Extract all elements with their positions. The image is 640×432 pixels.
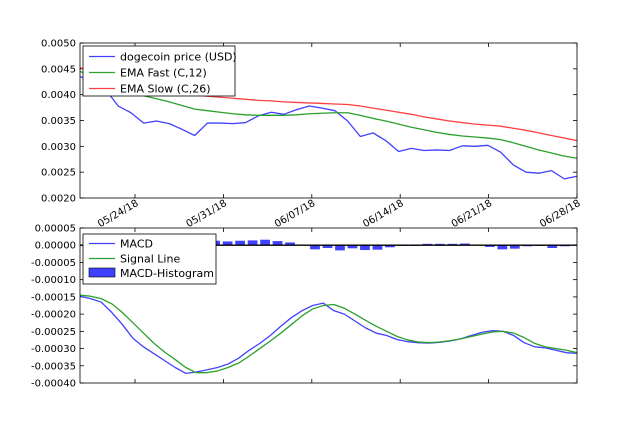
macd-y-tick-label: -0.00020 [31, 310, 76, 321]
histogram-bar [235, 240, 245, 246]
price-legend-box [82, 45, 236, 97]
legend-label-price: dogecoin price (USD) [120, 51, 237, 64]
histogram-bar [372, 245, 383, 250]
macd-y-tick-label: -0.00015 [31, 292, 76, 303]
macd-y-tick-label: -0.00025 [31, 327, 76, 338]
legend-label-macd: MACD [120, 238, 153, 251]
macd-line [79, 295, 578, 375]
price-y-tick-label: 0.0020 [41, 194, 76, 205]
histogram-bar [497, 245, 508, 250]
price-y-tick-label: 0.0050 [41, 39, 76, 50]
macd-y-tick-label: -0.00040 [31, 379, 76, 390]
price-plot-frame [79, 42, 578, 199]
histogram-bar [335, 245, 345, 251]
histogram-bar [310, 245, 320, 250]
signal-line [79, 294, 578, 374]
date-tick-label: 06/21/18 [450, 198, 494, 230]
macd-y-tick-label: -0.00035 [31, 361, 76, 372]
histogram-bar [222, 241, 233, 246]
histogram-bar [260, 239, 270, 246]
histogram-bar [459, 243, 470, 246]
price-line [79, 75, 578, 180]
histogram-bar [484, 245, 495, 247]
price-y-tick-label: 0.0035 [41, 116, 76, 127]
histogram-bar [509, 245, 520, 249]
macd-y-tick-label: 0.00005 [35, 224, 76, 235]
legend-label-signal: Signal Line [120, 253, 180, 266]
date-tick-label: 05/24/18 [96, 198, 140, 230]
price-y-tick-label: 0.0030 [41, 142, 76, 153]
histogram-bar [285, 242, 295, 246]
histogram-bar [272, 241, 283, 246]
date-tick-label: 05/31/18 [184, 198, 228, 230]
macd-plot-frame [79, 227, 578, 384]
date-tick-label: 06/14/18 [361, 198, 405, 230]
histogram-bar [322, 245, 333, 248]
legend-label-histogram: MACD-Histogram [120, 267, 214, 280]
date-tick-label: 06/28/18 [538, 198, 582, 230]
ema-fast-line [79, 70, 578, 159]
histogram-bar [547, 245, 558, 248]
price-y-tick-label: 0.0045 [41, 64, 76, 75]
histogram-bar [347, 245, 358, 249]
legend-label-ema-slow: EMA Slow (C,26) [120, 83, 210, 96]
histogram-bar [360, 245, 370, 251]
macd-legend: MACD Signal Line MACD-Histogram [82, 233, 217, 285]
histogram-bar [247, 240, 258, 246]
macd-y-tick-label: -0.00010 [31, 275, 76, 286]
macd-y-tick-label: -0.00030 [31, 344, 76, 355]
date-tick-label: 06/07/18 [273, 198, 317, 230]
legend-swatch-histogram [88, 267, 116, 278]
price-y-tick-label: 0.0025 [41, 168, 76, 179]
price-legend: dogecoin price (USD) EMA Fast (C,12) EMA… [82, 45, 237, 97]
histogram-bar [385, 245, 395, 248]
macd-y-tick-label: 0.00000 [35, 241, 76, 252]
macd-y-tick-label: -0.00005 [31, 258, 76, 269]
legend-label-ema-fast: EMA Fast (C,12) [120, 67, 207, 80]
price-y-tick-label: 0.0040 [41, 90, 76, 101]
